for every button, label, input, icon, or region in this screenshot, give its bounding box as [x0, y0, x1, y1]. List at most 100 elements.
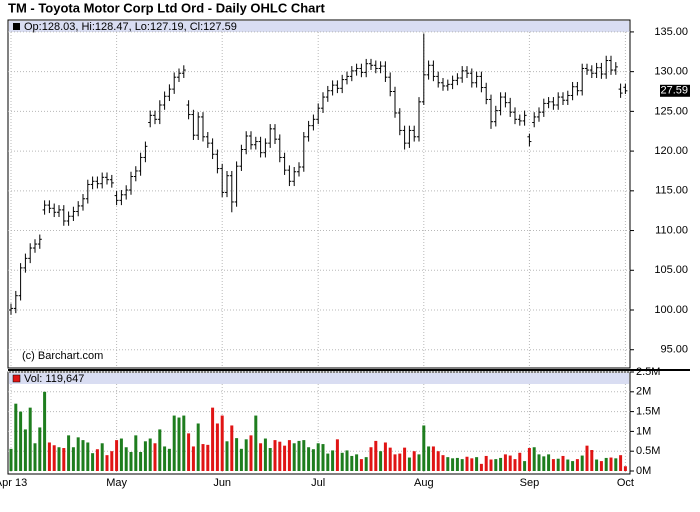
- volume-bar: [335, 439, 339, 471]
- volume-bar: [427, 446, 431, 471]
- volume-bar: [230, 425, 234, 471]
- volume-bar: [340, 452, 344, 471]
- volume-bar: [561, 455, 565, 471]
- volume-bar: [523, 461, 527, 471]
- volume-bar: [604, 457, 608, 471]
- volume-bar: [446, 457, 450, 471]
- volume-bar: [110, 451, 114, 471]
- volume-bar: [33, 443, 37, 471]
- volume-bar: [460, 459, 464, 471]
- volume-bar: [177, 417, 181, 471]
- volume-bar: [374, 440, 378, 471]
- volume-bar: [148, 438, 152, 471]
- price-panel: [7, 19, 631, 369]
- volume-bar: [393, 454, 397, 471]
- volume-bar: [595, 459, 599, 471]
- volume-bar: [451, 458, 455, 471]
- x-tick-label: Oct: [617, 477, 634, 489]
- volume-bar: [383, 442, 387, 471]
- credit: (c) Barchart.com: [22, 350, 103, 362]
- volume-label: Vol: 119,647: [24, 373, 84, 385]
- x-tick-label: Sep: [520, 477, 540, 489]
- volume-bar: [580, 455, 584, 471]
- volume-bar: [297, 440, 301, 471]
- volume-bar: [499, 457, 503, 471]
- volume-bar: [311, 449, 315, 471]
- y-tick-label: 110.00: [655, 224, 688, 236]
- volume-bar: [187, 433, 191, 471]
- y-tick-label: 135.00: [654, 26, 688, 38]
- volume-bar: [542, 456, 546, 471]
- volume-bar: [283, 445, 287, 471]
- volume-bar: [326, 453, 330, 471]
- volume-bar: [287, 440, 291, 471]
- volume-bar: [417, 454, 421, 471]
- y-tick-label: 0M: [636, 465, 651, 477]
- volume-bar: [508, 455, 512, 471]
- volume-bar: [551, 459, 555, 471]
- volume-bar: [359, 459, 363, 471]
- volume-bar: [9, 448, 13, 471]
- volume-bar: [455, 457, 459, 471]
- y-tick-label: 105.00: [654, 264, 688, 276]
- volume-bar: [623, 466, 627, 471]
- volume-bar: [201, 444, 205, 471]
- volume-bar: [158, 429, 162, 471]
- volume-bar: [590, 450, 594, 471]
- volume-bar: [379, 451, 383, 471]
- volume-bar: [364, 457, 368, 471]
- volume-bar: [134, 435, 138, 471]
- volume-bar: [316, 443, 320, 471]
- last-price-label: 127.59: [654, 85, 688, 97]
- volume-bar: [67, 435, 71, 471]
- volume-legend-swatch: [12, 374, 21, 383]
- volume-bar: [100, 443, 104, 471]
- volume-bar: [513, 459, 517, 471]
- y-tick-label: 125.00: [654, 105, 688, 117]
- volume-bar: [355, 454, 359, 471]
- volume-bar: [350, 455, 354, 471]
- volume-bar: [86, 442, 90, 471]
- volume-bar: [614, 458, 618, 471]
- volume-bar: [62, 448, 66, 471]
- volume-bar: [76, 437, 80, 471]
- volume-bar: [225, 441, 229, 471]
- x-tick-label: Apr 13: [0, 477, 27, 489]
- volume-bar: [43, 391, 47, 471]
- volume-bar: [479, 463, 483, 471]
- volume-bar: [503, 454, 507, 471]
- volume-bar: [547, 454, 551, 471]
- volume-bar: [292, 443, 296, 471]
- volume-header: [9, 373, 629, 384]
- volume-bar: [119, 438, 123, 471]
- volume-bar: [71, 447, 75, 471]
- volume-bar: [215, 423, 219, 471]
- y-tick-label: 120.00: [654, 145, 688, 157]
- volume-bar: [398, 453, 402, 471]
- volume-bar: [369, 447, 373, 471]
- volume-bar: [105, 455, 109, 471]
- volume-bar: [321, 444, 325, 471]
- volume-bar: [19, 411, 23, 471]
- volume-bar: [307, 447, 311, 471]
- volume-bar: [153, 443, 157, 471]
- volume-bar: [407, 457, 411, 471]
- y-tick-label: 0.5M: [636, 445, 660, 457]
- volume-bar: [38, 427, 42, 471]
- volume-bar: [191, 446, 195, 471]
- volume-bar: [412, 451, 416, 471]
- volume-bar: [263, 438, 267, 471]
- y-tick-label: 1M: [636, 425, 651, 437]
- x-tick-label: Jul: [311, 477, 325, 489]
- volume-bar: [139, 451, 143, 471]
- volume-bar: [244, 439, 248, 471]
- volume-bar: [571, 461, 575, 471]
- volume-bar: [235, 438, 239, 471]
- y-tick-label: 115.00: [655, 185, 688, 197]
- volume-bar: [254, 415, 258, 471]
- y-tick-label: 2.5M: [636, 366, 660, 378]
- volume-bar: [403, 447, 407, 471]
- volume-bar: [206, 444, 210, 471]
- volume-bar: [278, 441, 282, 471]
